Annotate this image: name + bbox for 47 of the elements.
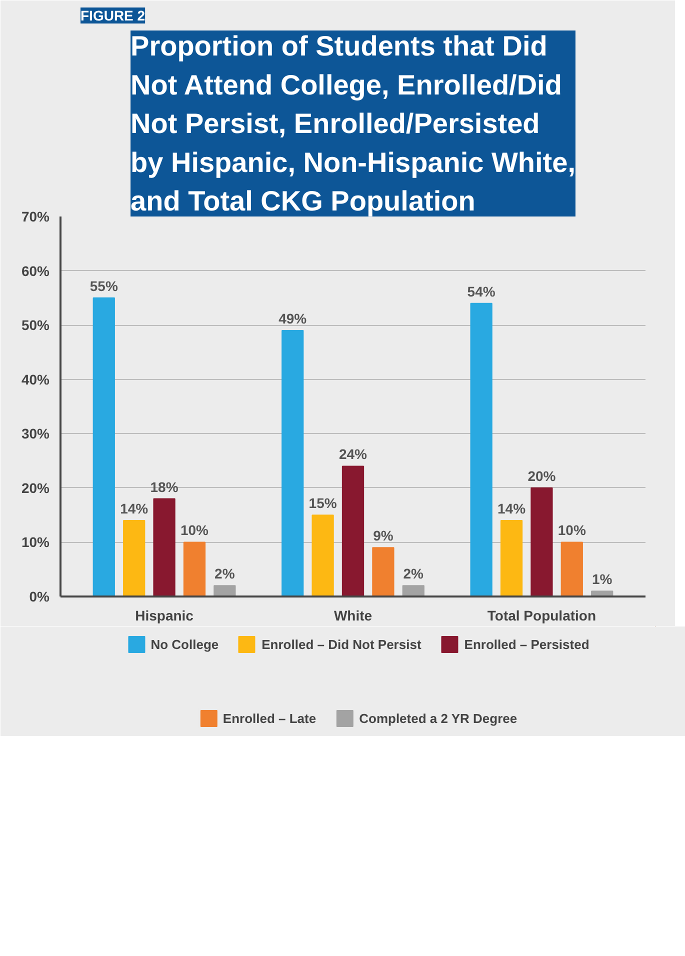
bar: [372, 547, 394, 596]
data-label: 10%: [180, 522, 210, 538]
bar: [312, 514, 334, 596]
data-label: 15%: [308, 495, 338, 512]
data-label: 14%: [120, 500, 149, 516]
y-tick-label: 20%: [21, 480, 50, 496]
x-tick-label: White: [334, 608, 372, 624]
data-label: 54%: [467, 283, 496, 300]
data-label: 24%: [338, 446, 368, 462]
bar: [402, 585, 424, 596]
bar: [153, 498, 176, 596]
bar: [500, 520, 523, 596]
bar: [470, 302, 492, 596]
data-label: 18%: [150, 478, 179, 495]
data-label: 20%: [528, 468, 556, 484]
data-label: 2%: [403, 566, 424, 582]
bar: [560, 542, 583, 596]
chart-title: Proportion of Students that Did Not Attend College, Enrolled/Did Not Persist, Enrolled/Persisted by Hispanic, Non-Hispanic White, and Total CKG Population: [130, 30, 576, 216]
data-label: 55%: [90, 278, 118, 294]
y-tick-label: 70%: [21, 208, 50, 224]
bar: [214, 585, 236, 596]
data-label: 14%: [498, 500, 526, 516]
bar: [282, 330, 304, 596]
legend-label: Completed a 2 YR Degree: [359, 710, 518, 726]
y-tick-label: 50%: [21, 317, 50, 334]
data-label: 49%: [278, 310, 308, 326]
data-label: 9%: [373, 528, 394, 544]
bar: [530, 487, 553, 596]
y-tick-label: 60%: [21, 262, 50, 279]
legend-label: Enrolled – Late: [222, 710, 316, 726]
data-label: 10%: [558, 522, 586, 538]
legend-label: Enrolled – Did Not Persist: [262, 636, 422, 652]
x-tick-label: Total Population: [487, 608, 596, 624]
caption: FIGURE 2: [80, 8, 146, 24]
data-label: 2%: [214, 566, 236, 582]
legend-label: No College: [150, 636, 219, 652]
y-tick-label: 10%: [21, 534, 50, 550]
y-tick-label: 0%: [29, 588, 50, 604]
y-tick-label: 30%: [21, 426, 50, 442]
data-label: 1%: [592, 571, 613, 588]
bar: [342, 466, 364, 596]
bar: [92, 297, 115, 596]
legend-label: Enrolled – Persisted: [464, 636, 590, 652]
x-tick-label: Hispanic: [135, 608, 194, 624]
y-tick-label: 40%: [21, 371, 50, 388]
bar: [183, 542, 206, 596]
bar: [123, 520, 146, 596]
